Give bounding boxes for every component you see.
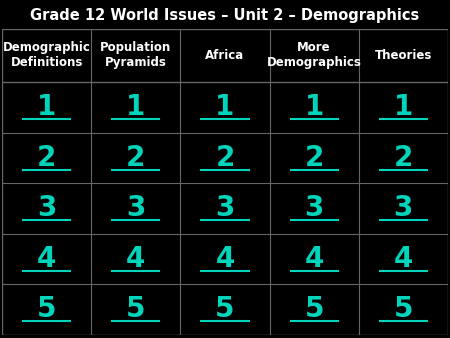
Bar [180,29,270,82]
Text: 1: 1 [305,94,324,121]
Text: 4: 4 [126,245,146,273]
Text: Grade 12 World Issues – Unit 2 – Demographics: Grade 12 World Issues – Unit 2 – Demogra… [31,8,419,23]
Bar [359,29,448,82]
Text: 4: 4 [304,245,324,273]
Text: Demographic
Definitions: Demographic Definitions [3,42,91,70]
Text: 2: 2 [37,144,57,172]
Text: 2: 2 [393,144,413,172]
Text: 5: 5 [393,295,413,323]
Text: 3: 3 [126,194,146,222]
Text: 3: 3 [304,194,324,222]
Text: Africa: Africa [205,49,245,62]
Text: 1: 1 [216,94,234,121]
Text: More
Demographics: More Demographics [267,42,361,70]
Text: Population
Pyramids: Population Pyramids [100,42,171,70]
Text: 1: 1 [394,94,413,121]
Text: 3: 3 [37,194,57,222]
Text: 5: 5 [215,295,235,323]
Bar [91,29,180,82]
Bar [270,29,359,82]
Text: 5: 5 [304,295,324,323]
Text: 5: 5 [37,295,57,323]
Text: 1: 1 [37,94,56,121]
Text: 4: 4 [393,245,413,273]
Text: 1: 1 [126,94,145,121]
Text: 2: 2 [126,144,146,172]
Text: 4: 4 [37,245,57,273]
Text: 3: 3 [393,194,413,222]
Text: 2: 2 [215,144,235,172]
Text: 4: 4 [215,245,235,273]
Text: 5: 5 [126,295,146,323]
Text: Theories: Theories [374,49,432,62]
Bar [2,29,91,82]
Text: 3: 3 [215,194,235,222]
Text: 2: 2 [304,144,324,172]
